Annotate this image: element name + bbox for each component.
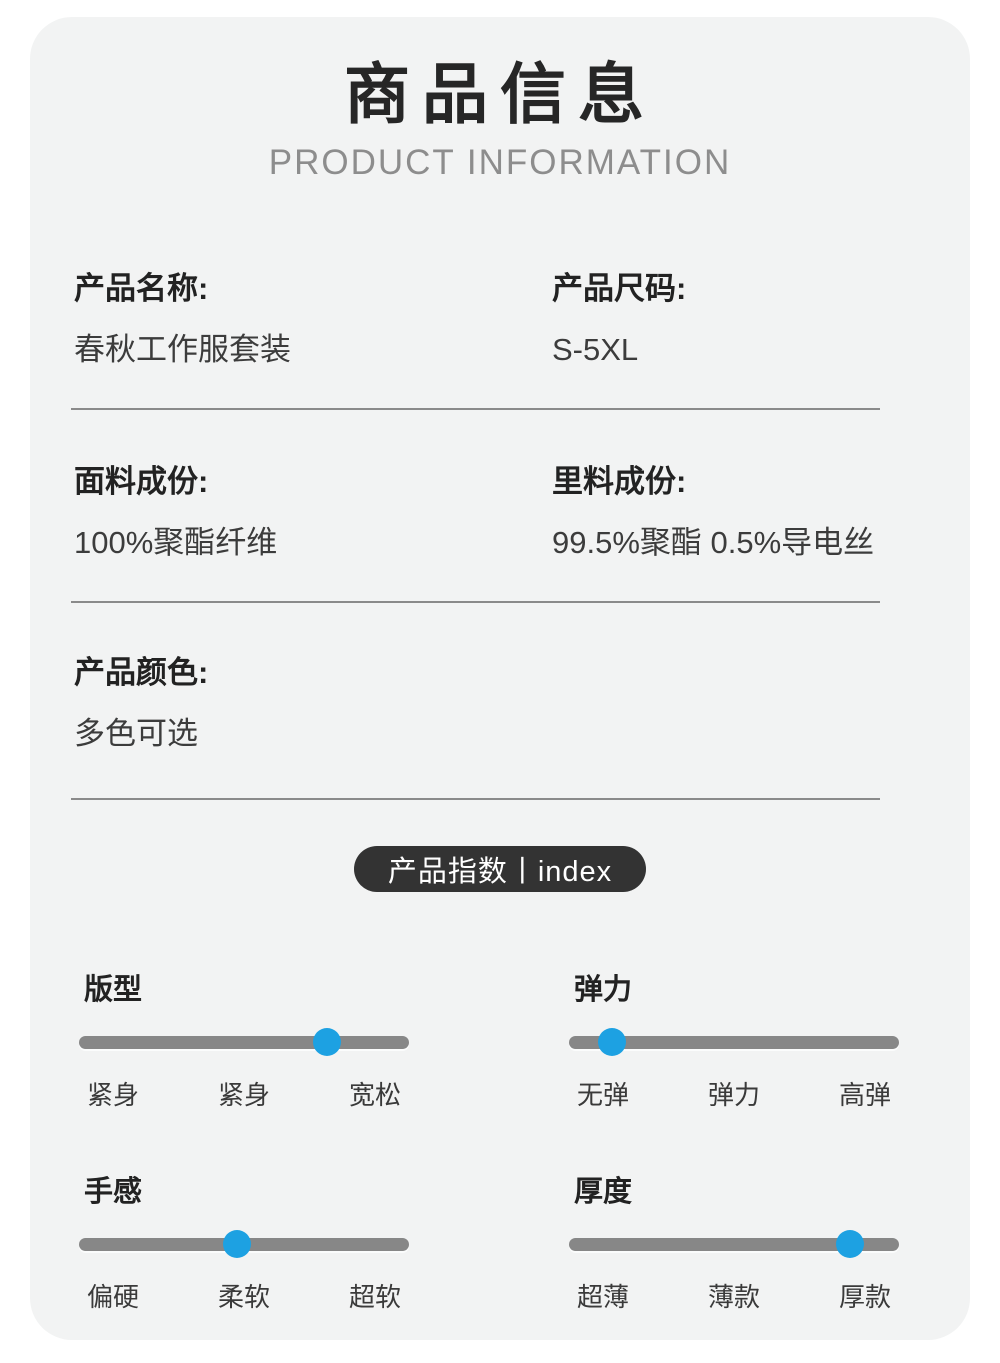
slider-track[interactable] [79, 1230, 409, 1259]
slider-dot[interactable] [835, 1230, 864, 1259]
slider-fit: 版型 紧身 紧身 宽松 [74, 966, 564, 1112]
tick-label: 高弹 [838, 1079, 891, 1110]
field-label: 产品颜色: [74, 654, 209, 690]
slider-elasticity: 弹力 无弹 弹力 高弹 [564, 966, 926, 1112]
field-value: 春秋工作服套装 [74, 331, 291, 367]
slider-title: 版型 [84, 973, 143, 1006]
tick-label: 厚款 [838, 1281, 891, 1312]
field-value: S-5XL [552, 331, 639, 367]
slider-ticks: 紧身 紧身 宽松 [79, 1075, 409, 1112]
slider-dot[interactable] [223, 1230, 252, 1259]
slider-track[interactable] [569, 1230, 899, 1259]
index-badge-wrap: 产品指数丨index [74, 845, 926, 892]
field-label: 产品尺码: [552, 270, 687, 306]
page-title: 商品信息 [344, 57, 656, 131]
info-row-color: 产品颜色: 多色可选 [74, 655, 926, 752]
tick-label: 柔软 [217, 1281, 270, 1312]
divider [71, 600, 880, 603]
slider-dot[interactable] [597, 1028, 626, 1057]
slider-title: 弹力 [574, 973, 633, 1006]
tick-label: 薄款 [707, 1281, 760, 1312]
field-label: 里料成份: [552, 463, 687, 499]
tick-label: 宽松 [348, 1079, 401, 1110]
field-product-size: 产品尺码: S-5XL [552, 271, 926, 368]
info-sections: 产品名称: 春秋工作服套装 产品尺码: S-5XL 面料成份: 100%聚酯纤维… [71, 271, 926, 800]
header: 商品信息 PRODUCT INFORMATION [74, 57, 926, 183]
product-info-card: 商品信息 PRODUCT INFORMATION 产品名称: 春秋工作服套装 产… [30, 17, 970, 1340]
divider [71, 407, 880, 410]
tick-label: 超软 [348, 1281, 401, 1312]
tick-label: 超薄 [577, 1281, 630, 1312]
field-fabric-composition: 面料成份: 100%聚酯纤维 [74, 464, 552, 561]
index-badge: 产品指数丨index [353, 845, 647, 892]
info-row-name-size: 产品名称: 春秋工作服套装 产品尺码: S-5XL [74, 271, 926, 368]
field-lining-composition: 里料成份: 99.5%聚酯 0.5%导电丝 [552, 464, 926, 561]
tick-label: 弹力 [707, 1079, 760, 1110]
field-label: 面料成份: [74, 463, 209, 499]
slider-ticks: 偏硬 柔软 超软 [79, 1277, 409, 1314]
info-row-fabric-lining: 面料成份: 100%聚酯纤维 里料成份: 99.5%聚酯 0.5%导电丝 [74, 464, 926, 561]
slider-title: 手感 [84, 1175, 143, 1208]
tick-label: 紧身 [87, 1079, 140, 1110]
slider-hand-feel: 手感 偏硬 柔软 超软 [74, 1168, 564, 1314]
page-subtitle: PRODUCT INFORMATION [268, 142, 732, 182]
field-value: 多色可选 [74, 715, 198, 751]
slider-thickness: 厚度 超薄 薄款 厚款 [564, 1168, 926, 1314]
divider [71, 797, 880, 800]
field-value: 99.5%聚酯 0.5%导电丝 [552, 524, 875, 560]
tick-label: 紧身 [217, 1079, 270, 1110]
slider-ticks: 无弹 弹力 高弹 [569, 1075, 899, 1112]
empty-cell [552, 655, 926, 752]
field-product-name: 产品名称: 春秋工作服套装 [74, 271, 552, 368]
tick-label: 无弹 [577, 1079, 630, 1110]
slider-ticks: 超薄 薄款 厚款 [569, 1277, 899, 1314]
field-value: 100%聚酯纤维 [74, 524, 278, 560]
product-index-sliders: 版型 紧身 紧身 宽松 弹力 无弹 弹力 高弹 手感 [74, 966, 926, 1314]
slider-track[interactable] [569, 1028, 899, 1057]
tick-label: 偏硬 [87, 1281, 140, 1312]
slider-track[interactable] [79, 1028, 409, 1057]
slider-title: 厚度 [574, 1175, 633, 1208]
field-label: 产品名称: [74, 270, 209, 306]
field-product-color: 产品颜色: 多色可选 [74, 655, 552, 752]
slider-dot[interactable] [312, 1028, 341, 1057]
